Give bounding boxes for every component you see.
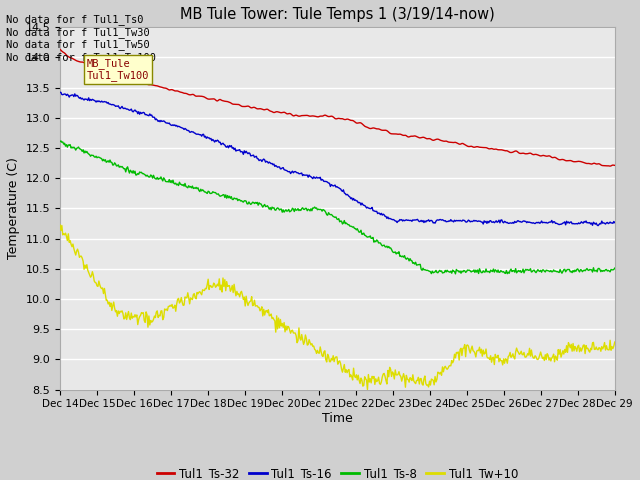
Text: No data for f Tul1_Ts0
No data for f Tul1_Tw30
No data for f Tul1_Tw50
No data f: No data for f Tul1_Ts0 No data for f Tul… (6, 14, 156, 63)
X-axis label: Time: Time (322, 412, 353, 425)
Text: MB_Tule
Tul1_Tw100: MB_Tule Tul1_Tw100 (86, 58, 149, 81)
Title: MB Tule Tower: Tule Temps 1 (3/19/14-now): MB Tule Tower: Tule Temps 1 (3/19/14-now… (180, 7, 495, 22)
Legend: Tul1_Ts-32, Tul1_Ts-16, Tul1_Ts-8, Tul1_Tw+10: Tul1_Ts-32, Tul1_Ts-16, Tul1_Ts-8, Tul1_… (152, 463, 523, 480)
Y-axis label: Temperature (C): Temperature (C) (7, 157, 20, 259)
